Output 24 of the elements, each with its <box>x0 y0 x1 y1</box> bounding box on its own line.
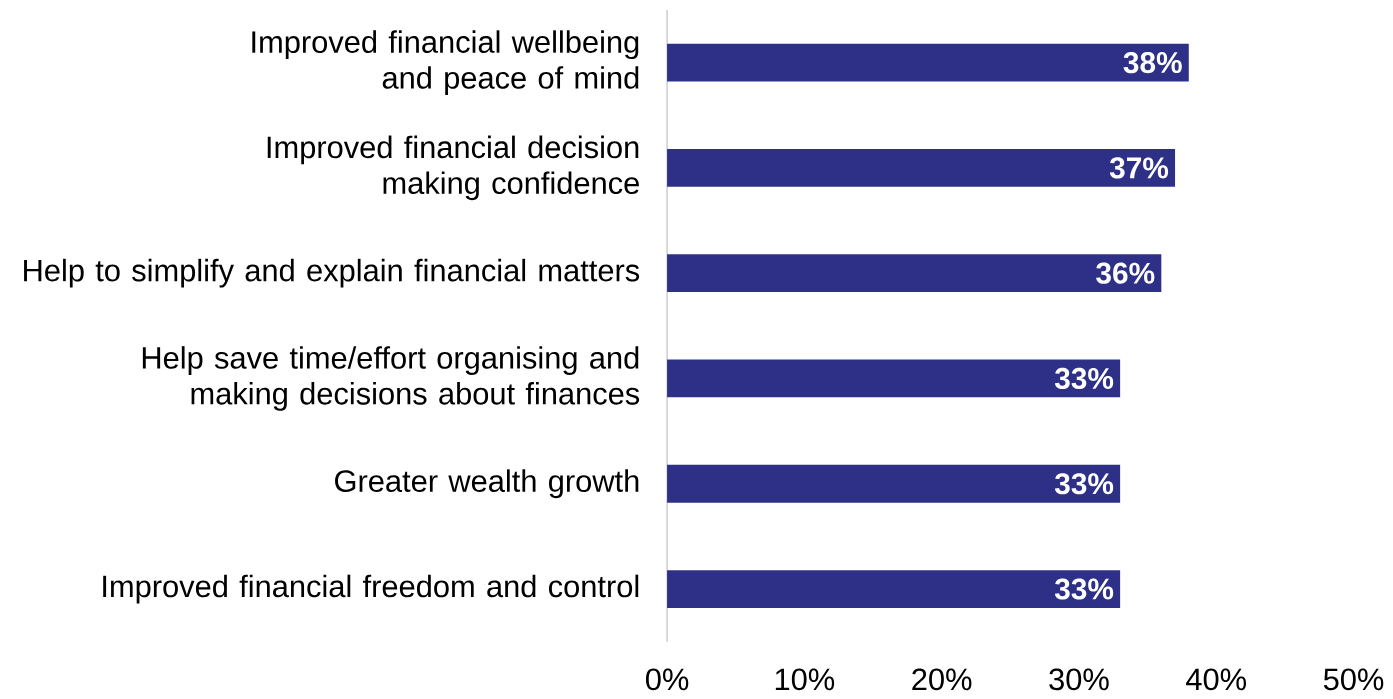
bar <box>667 254 1162 293</box>
y-tick-label: Improved financial wellbeing and peace of mind <box>252 30 639 95</box>
y-tick-label: Help to simplify and explain financial matters <box>24 258 640 288</box>
x-tick-label: 10% <box>775 668 835 691</box>
bar <box>667 464 1121 503</box>
x-tick-label: 20% <box>912 668 972 691</box>
y-tick-label: Help save time/effort organising and making decisions about finances <box>142 346 640 411</box>
y-tick-label: Improved financial freedom and control <box>103 574 639 604</box>
data-label: 36% <box>1096 262 1155 284</box>
x-tick-label: 0% <box>645 668 689 691</box>
x-tick-label: 30% <box>1049 668 1109 691</box>
data-label: 38% <box>1123 52 1182 74</box>
data-label: 33% <box>1054 473 1114 495</box>
data-label: 37% <box>1109 157 1169 179</box>
bar <box>667 359 1121 398</box>
y-tick-label: Greater wealth growth <box>335 469 639 499</box>
x-tick-label: 50% <box>1323 668 1384 691</box>
data-label: 33% <box>1054 367 1114 390</box>
bar <box>667 43 1189 82</box>
bar <box>667 149 1176 187</box>
bar <box>667 570 1121 608</box>
x-tick-label: 40% <box>1186 668 1246 691</box>
y-tick-label: Improved financial decision making confidence <box>267 135 639 201</box>
data-label: 33% <box>1054 578 1114 600</box>
